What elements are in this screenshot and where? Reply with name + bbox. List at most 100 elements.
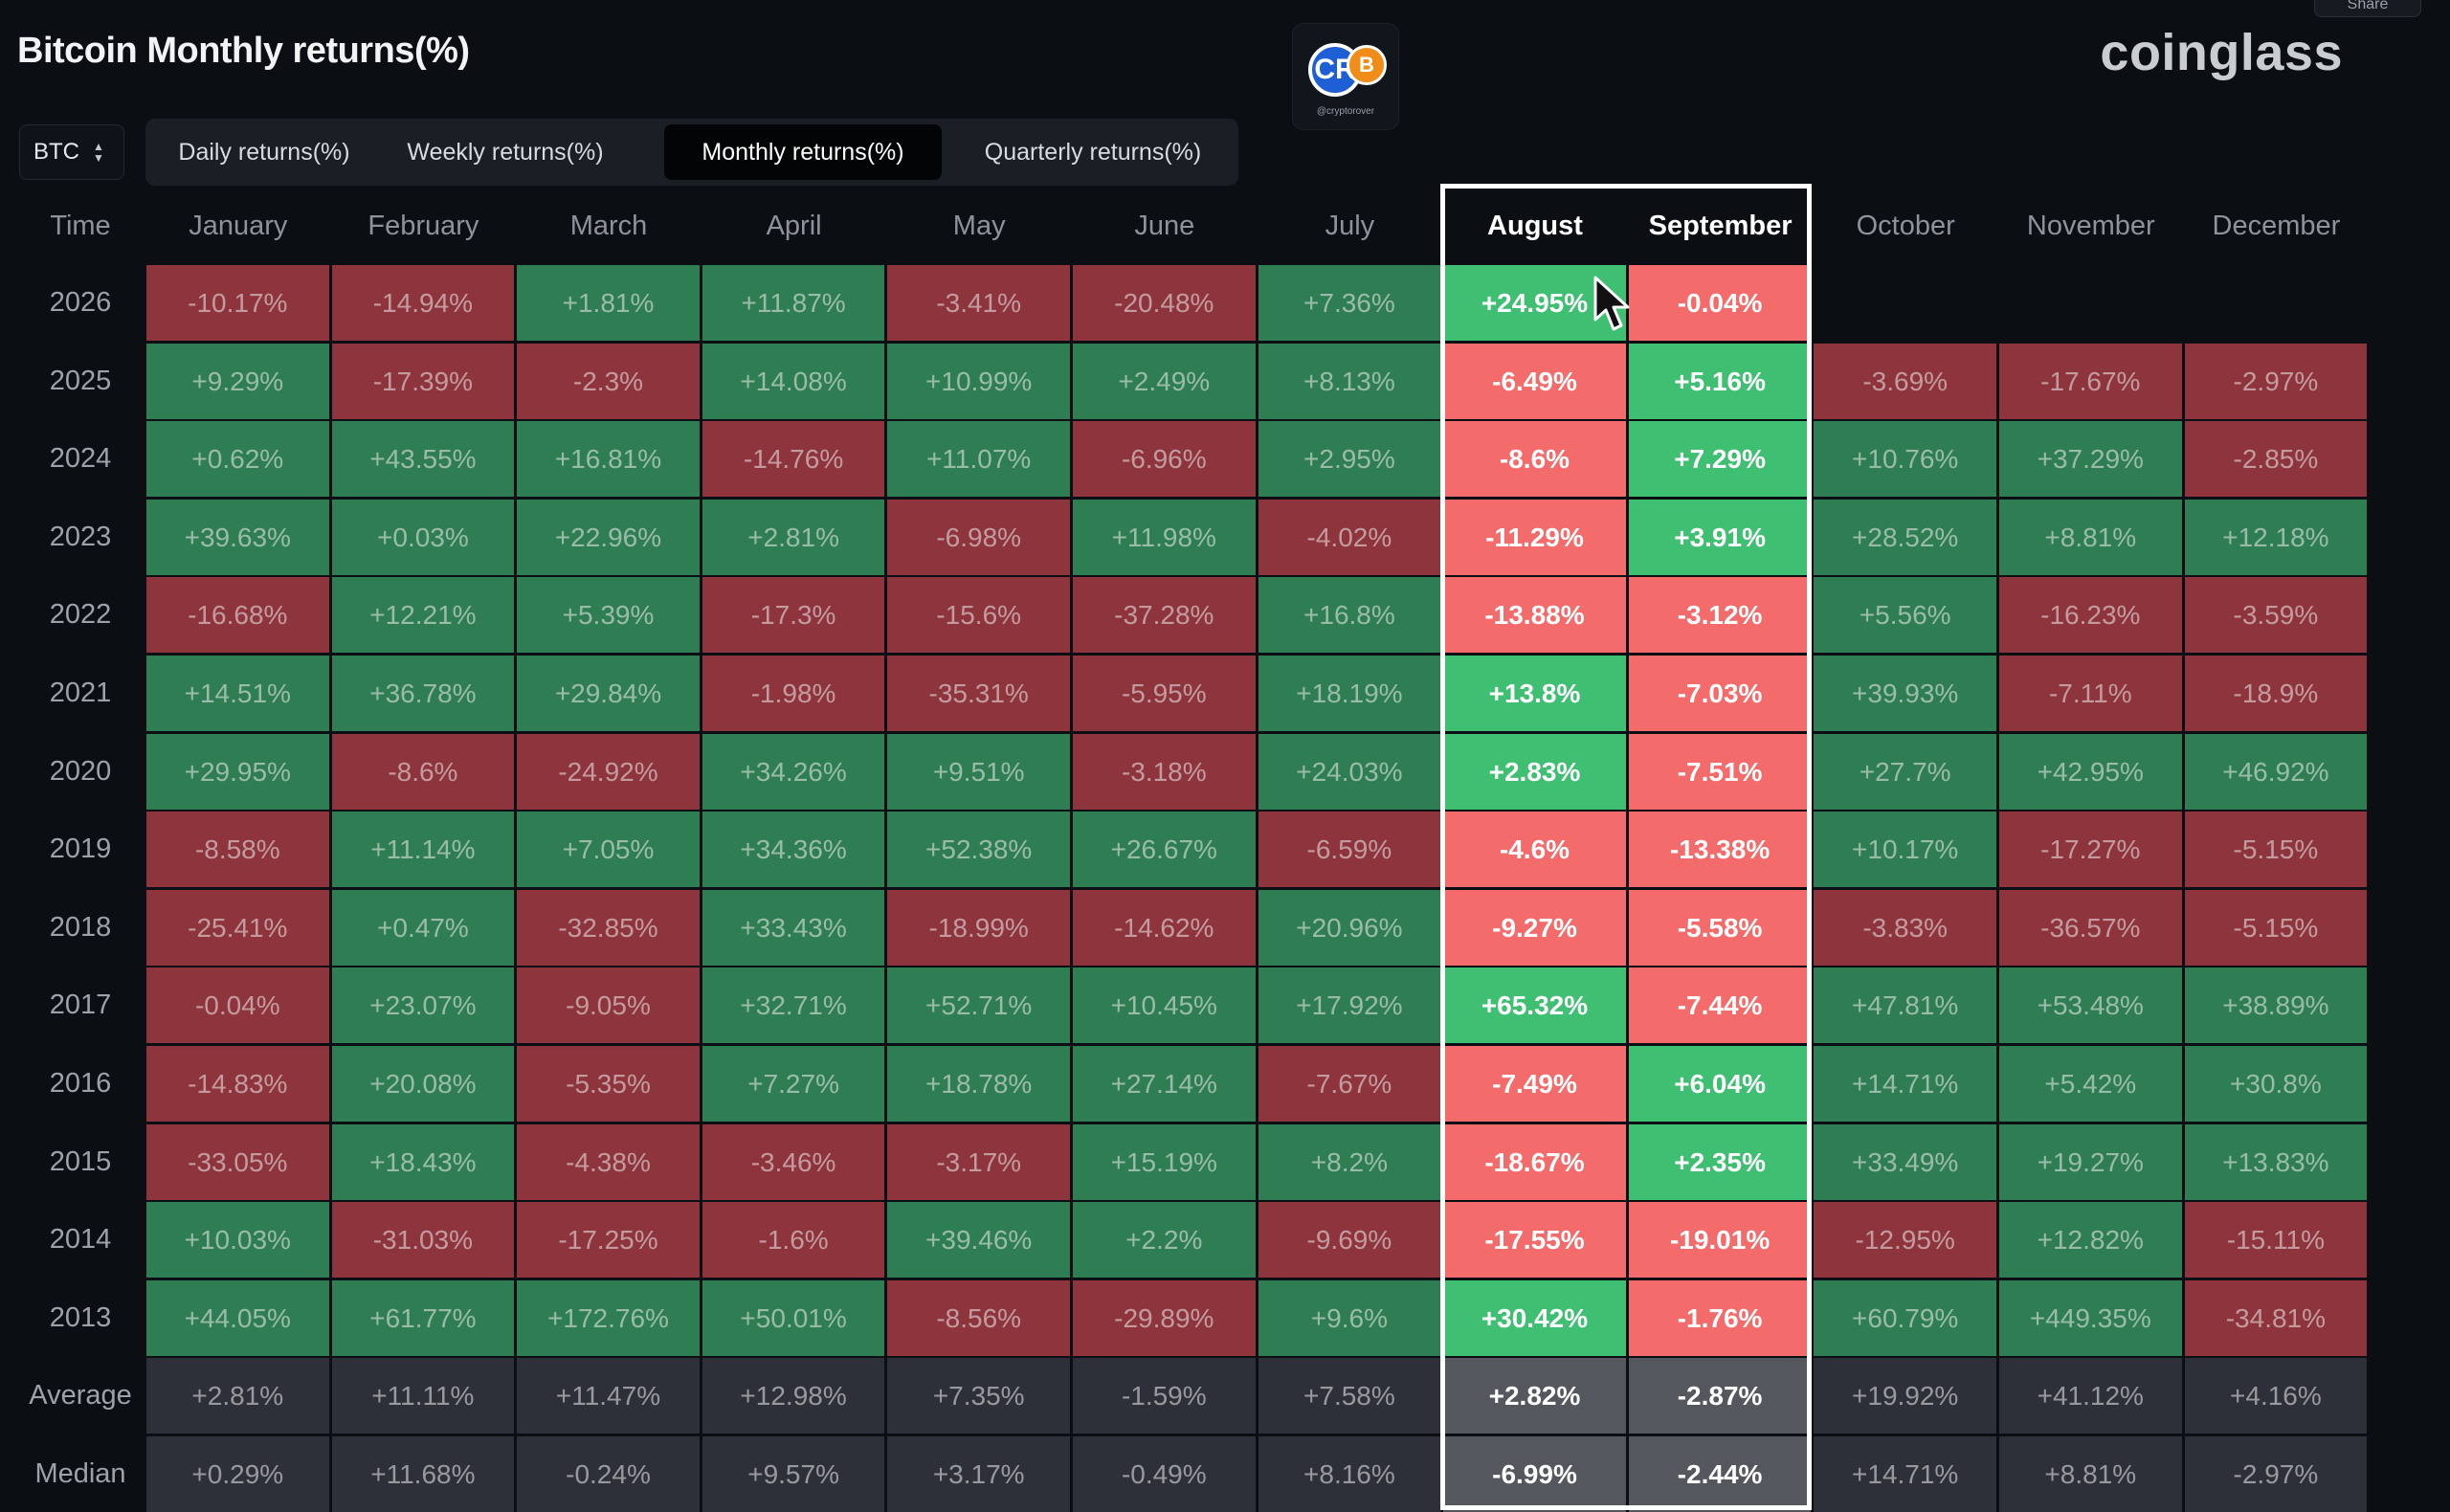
- row-label-2015: 2015: [49, 1145, 112, 1177]
- heatmap-cell: +26.67%: [1073, 812, 1256, 888]
- heatmap-cell: -37.28%: [1073, 577, 1256, 654]
- heatmap-cell: -6.98%: [887, 499, 1070, 575]
- heatmap-cell: +33.49%: [1814, 1123, 1996, 1200]
- column-header-june: June: [1134, 211, 1195, 241]
- heatmap-cell: +7.05%: [517, 812, 700, 888]
- tab-daily-returns[interactable]: Daily returns(%): [178, 139, 350, 166]
- heatmap-cell: +27.14%: [1073, 1046, 1256, 1122]
- heatmap-cell: -10.17%: [146, 265, 329, 341]
- heatmap-cell: +7.35%: [887, 1358, 1070, 1434]
- heatmap-cell: +39.93%: [1814, 656, 1996, 731]
- heatmap-cell: +8.13%: [1258, 343, 1441, 419]
- heatmap-cell: +16.8%: [1258, 577, 1441, 654]
- column-header-november: November: [2026, 211, 2155, 241]
- heatmap-cell: -20.48%: [1073, 265, 1256, 341]
- tab-quarterly-returns[interactable]: Quarterly returns(%): [984, 139, 1202, 166]
- heatmap-cell: -5.95%: [1073, 656, 1256, 731]
- heatmap-cell: +11.07%: [887, 421, 1070, 498]
- heatmap-cell: -0.49%: [1073, 1436, 1256, 1512]
- heatmap-cell: +12.82%: [1999, 1202, 2182, 1279]
- period-tabs: Daily returns(%) Weekly returns(%) Month…: [145, 119, 1238, 186]
- tab-monthly-returns[interactable]: Monthly returns(%): [664, 124, 942, 180]
- heatmap-cell: -7.67%: [1258, 1046, 1441, 1122]
- heatmap-cell: -9.69%: [1258, 1202, 1441, 1279]
- row-label-2023: 2023: [49, 521, 112, 552]
- heatmap-cell: +5.39%: [517, 577, 700, 654]
- heatmap-cell: -9.05%: [517, 967, 700, 1044]
- share-button[interactable]: Share: [2314, 0, 2421, 17]
- heatmap-cell: -35.31%: [887, 656, 1070, 731]
- tab-weekly-returns[interactable]: Weekly returns(%): [407, 139, 604, 166]
- heatmap-cell: -7.49%: [1443, 1046, 1626, 1122]
- row-label-2022: 2022: [49, 599, 112, 631]
- heatmap-cell: -14.76%: [702, 421, 885, 498]
- updown-chevron-icon: ▲ ▼: [93, 140, 104, 165]
- heatmap-cell: +32.71%: [702, 967, 885, 1044]
- heatmap-cell: +36.78%: [331, 656, 515, 731]
- heatmap-cell: -0.24%: [517, 1436, 700, 1512]
- heatmap-cell: +47.81%: [1814, 967, 1996, 1044]
- row-label-2013: 2013: [49, 1301, 112, 1333]
- heatmap-cell: -11.29%: [1443, 499, 1626, 575]
- heatmap-cell: +20.08%: [331, 1046, 515, 1122]
- heatmap-cell: -16.68%: [146, 577, 329, 654]
- heatmap-cell: -24.92%: [517, 733, 700, 810]
- heatmap-cell: -17.3%: [702, 577, 885, 654]
- heatmap-cell: -1.59%: [1073, 1358, 1256, 1434]
- heatmap-cell: +38.89%: [2184, 967, 2368, 1044]
- heatmap-cell: +9.29%: [146, 343, 329, 419]
- row-label-2025: 2025: [49, 365, 112, 396]
- heatmap-cell: +12.21%: [331, 577, 515, 654]
- column-header-time: Time: [50, 211, 111, 241]
- heatmap-cell: +2.81%: [146, 1358, 329, 1434]
- heatmap-cell: +2.2%: [1073, 1202, 1256, 1279]
- row-label-2019: 2019: [49, 834, 112, 865]
- column-header-september: September: [1648, 211, 1793, 241]
- heatmap-cell: +65.32%: [1443, 967, 1626, 1044]
- column-header-february: February: [368, 211, 479, 241]
- heatmap-cell: -8.58%: [146, 812, 329, 888]
- heatmap-cell: +7.58%: [1258, 1358, 1441, 1434]
- heatmap-cell: +33.43%: [702, 889, 885, 966]
- heatmap-cell: +11.14%: [331, 812, 515, 888]
- heatmap-cell: -17.55%: [1443, 1202, 1626, 1279]
- heatmap-cell: -9.27%: [1443, 889, 1626, 966]
- heatmap-cell: +10.99%: [887, 343, 1070, 419]
- heatmap-cell: -8.6%: [1443, 421, 1626, 498]
- row-label-2021: 2021: [49, 678, 112, 708]
- heatmap-cell: +2.83%: [1443, 733, 1626, 810]
- column-header-october: October: [1856, 211, 1955, 241]
- heatmap-cell: +30.42%: [1443, 1279, 1626, 1356]
- heatmap-cell: -7.51%: [1628, 733, 1812, 810]
- heatmap-cell: -1.76%: [1628, 1279, 1812, 1356]
- heatmap-cell: +5.42%: [1999, 1046, 2182, 1122]
- heatmap-cell: +12.18%: [2184, 499, 2368, 575]
- heatmap-cell: +12.98%: [702, 1358, 885, 1434]
- heatmap-cell: -17.27%: [1999, 812, 2182, 888]
- heatmap-cell: +22.96%: [517, 499, 700, 575]
- row-label-2014: 2014: [49, 1224, 112, 1256]
- heatmap-cell: -4.38%: [517, 1123, 700, 1200]
- heatmap-cell: -3.46%: [702, 1123, 885, 1200]
- heatmap-cell: -13.38%: [1628, 812, 1812, 888]
- heatmap-cell: +0.47%: [331, 889, 515, 966]
- heatmap-cell: -18.99%: [887, 889, 1070, 966]
- heatmap-cell: +3.17%: [887, 1436, 1070, 1512]
- heatmap-cell: -36.57%: [1999, 889, 2182, 966]
- heatmap-cell: +0.03%: [331, 499, 515, 575]
- coin-select[interactable]: BTC ▲ ▼: [19, 124, 124, 180]
- heatmap-cell: -14.94%: [331, 265, 515, 341]
- heatmap-cell: +28.52%: [1814, 499, 1996, 575]
- row-label-2018: 2018: [49, 911, 112, 943]
- row-label-2016: 2016: [49, 1068, 112, 1099]
- heatmap-cell: +2.82%: [1443, 1358, 1626, 1434]
- heatmap-cell: +50.01%: [702, 1279, 885, 1356]
- heatmap-cell: -3.17%: [887, 1123, 1070, 1200]
- row-label-2026: 2026: [49, 287, 112, 318]
- row-label-2020: 2020: [49, 755, 112, 787]
- column-header-march: March: [569, 211, 648, 241]
- heatmap-cell: +34.26%: [702, 733, 885, 810]
- heatmap-cell: -2.87%: [1628, 1358, 1812, 1434]
- heatmap-cell: +9.6%: [1258, 1279, 1441, 1356]
- heatmap-cell: -13.88%: [1443, 577, 1626, 654]
